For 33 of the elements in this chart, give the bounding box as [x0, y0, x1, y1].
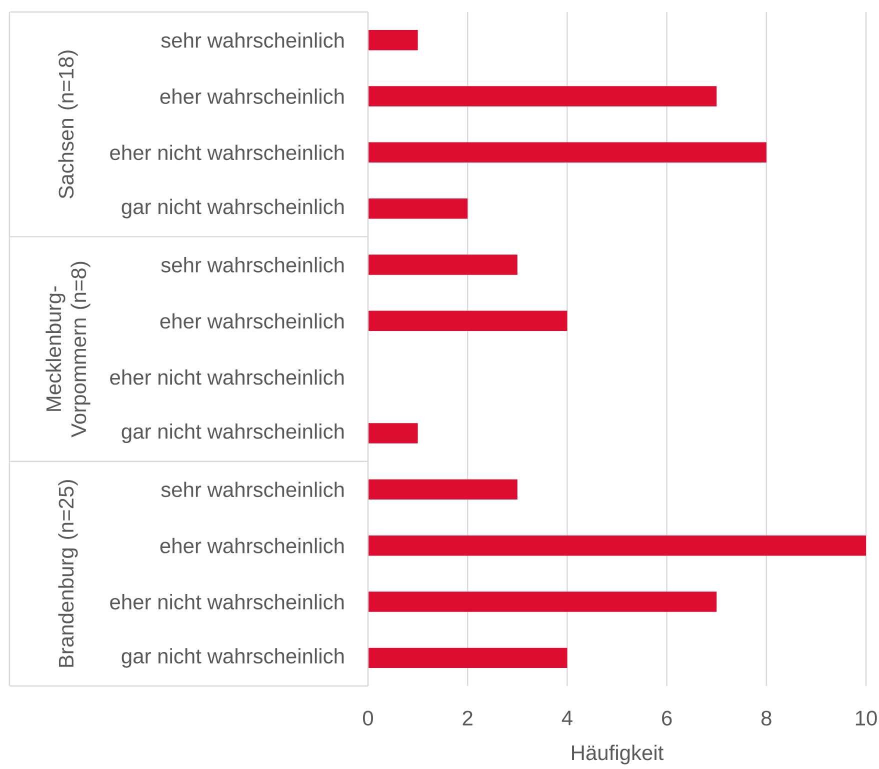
- bar: [368, 479, 518, 500]
- y-tick-label: gar nicht wahrscheinlich: [122, 198, 344, 218]
- y-tick-label: eher nicht wahrscheinlich: [110, 369, 344, 385]
- x-tick-label: 6: [662, 710, 672, 726]
- y-tick-label: gar nicht wahrscheinlich: [122, 648, 344, 668]
- text: Sachsen (n=18): [58, 50, 78, 198]
- y-tick-label: sehr wahrscheinlich: [161, 482, 344, 498]
- text: Mecklenburg-Vorpommern (n=8): [46, 262, 90, 438]
- y-tick-label: eher wahrscheinlich: [160, 313, 344, 329]
- x-tick-label: 2: [462, 710, 472, 726]
- bar: [368, 592, 717, 612]
- bar: [368, 535, 866, 556]
- bar: [368, 142, 766, 163]
- x-tick-label: 4: [562, 710, 572, 726]
- bar: [368, 198, 468, 219]
- text: Brandenburg (n=25): [58, 480, 78, 667]
- bar: [368, 648, 568, 668]
- y-tick-label: eher wahrscheinlich: [160, 538, 344, 554]
- x-axis-title: Häufigkeit: [572, 744, 664, 764]
- y-tick-label: eher wahrscheinlich: [160, 88, 344, 104]
- bar: [368, 30, 418, 50]
- y-tick-label: sehr wahrscheinlich: [161, 32, 344, 48]
- y-tick-label: sehr wahrscheinlich: [161, 257, 344, 272]
- bar: [368, 310, 568, 332]
- x-tick-label: 8: [761, 710, 772, 726]
- bar: [368, 86, 717, 106]
- bar: [368, 423, 418, 444]
- y-tick-label: gar nicht wahrscheinlich: [122, 423, 344, 444]
- x-tick-label: 0: [362, 710, 374, 726]
- bar: [368, 254, 518, 275]
- y-tick-label: eher nicht wahrscheinlich: [110, 594, 344, 610]
- y-tick-label: eher nicht wahrscheinlich: [110, 144, 344, 160]
- x-tick-label: 10: [856, 710, 877, 726]
